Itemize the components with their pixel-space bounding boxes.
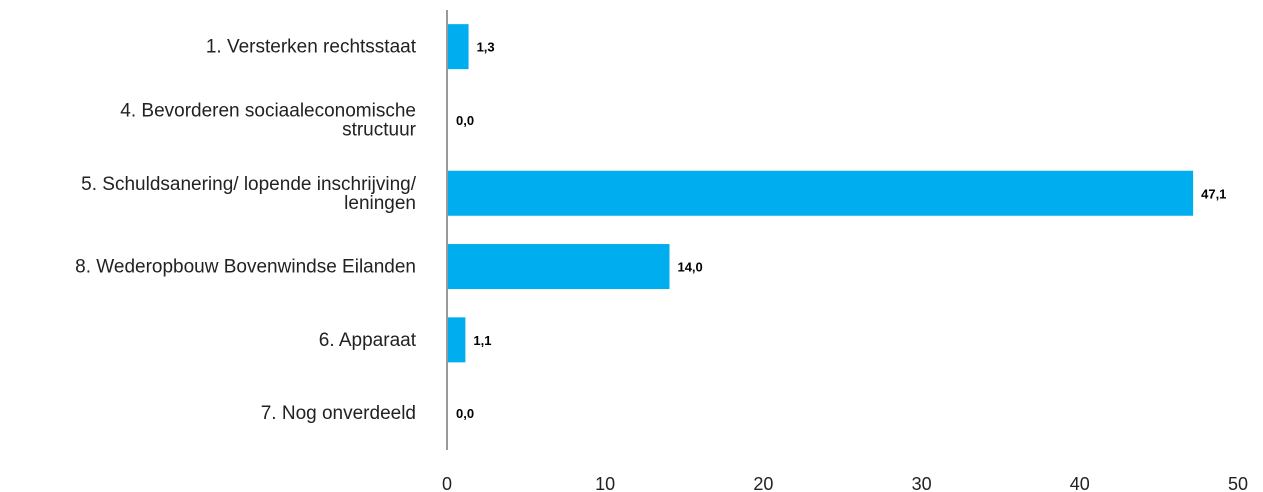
- category-label-line: 1. Versterken rechtsstaat: [206, 37, 417, 58]
- category-label: 5. Schuldsanering/ lopende inschrijving/…: [81, 174, 417, 214]
- x-tick-label: 40: [1070, 474, 1090, 492]
- category-labels-group: 1. Versterken rechtsstaat 4. Bevorderen s…: [75, 37, 417, 424]
- category-label: 7. Nog onverdeeld: [261, 403, 416, 424]
- category-label-line: leningen: [344, 193, 416, 214]
- x-tick-label: 10: [595, 474, 615, 492]
- bar: [448, 24, 469, 70]
- x-tick-label: 30: [912, 474, 932, 492]
- category-label-line: structuur: [342, 119, 417, 140]
- bar-value-label: 47,1: [1201, 186, 1226, 201]
- category-label: 8. Wederopbouw Bovenwindse Eilanden: [75, 257, 416, 278]
- bar-value-label: 0,0: [456, 406, 474, 421]
- value-labels-group: 1,3 0,0 47,1 14,0 1,1 0,0: [456, 40, 1226, 421]
- category-label-line: 5. Schuldsanering/ lopende inschrijving/: [81, 174, 417, 195]
- category-label-line: 4. Bevorderen sociaaleconomische: [120, 100, 416, 121]
- bar: [448, 170, 1194, 216]
- bar-value-label: 0,0: [456, 113, 474, 128]
- x-axis-ticks-group: 0 10 20 30 40 50: [442, 474, 1248, 492]
- category-label-line: 8. Wederopbouw Bovenwindse Eilanden: [75, 257, 416, 278]
- category-label-line: 7. Nog onverdeeld: [261, 403, 416, 424]
- category-label: 1. Versterken rechtsstaat: [206, 37, 417, 58]
- bar-value-label: 1,3: [477, 40, 495, 55]
- category-label: 4. Bevorderen sociaaleconomische structuu…: [120, 100, 416, 140]
- bar-value-label: 14,0: [677, 260, 702, 275]
- bar-value-label: 1,1: [473, 333, 491, 348]
- bar: [448, 244, 670, 290]
- x-tick-label: 50: [1228, 474, 1248, 492]
- x-tick-label: 20: [753, 474, 773, 492]
- category-label: 6. Apparaat: [319, 330, 417, 351]
- category-label-line: 6. Apparaat: [319, 330, 417, 351]
- bars-group: [448, 24, 1194, 363]
- bar: [448, 317, 466, 363]
- x-tick-label: 0: [442, 474, 452, 492]
